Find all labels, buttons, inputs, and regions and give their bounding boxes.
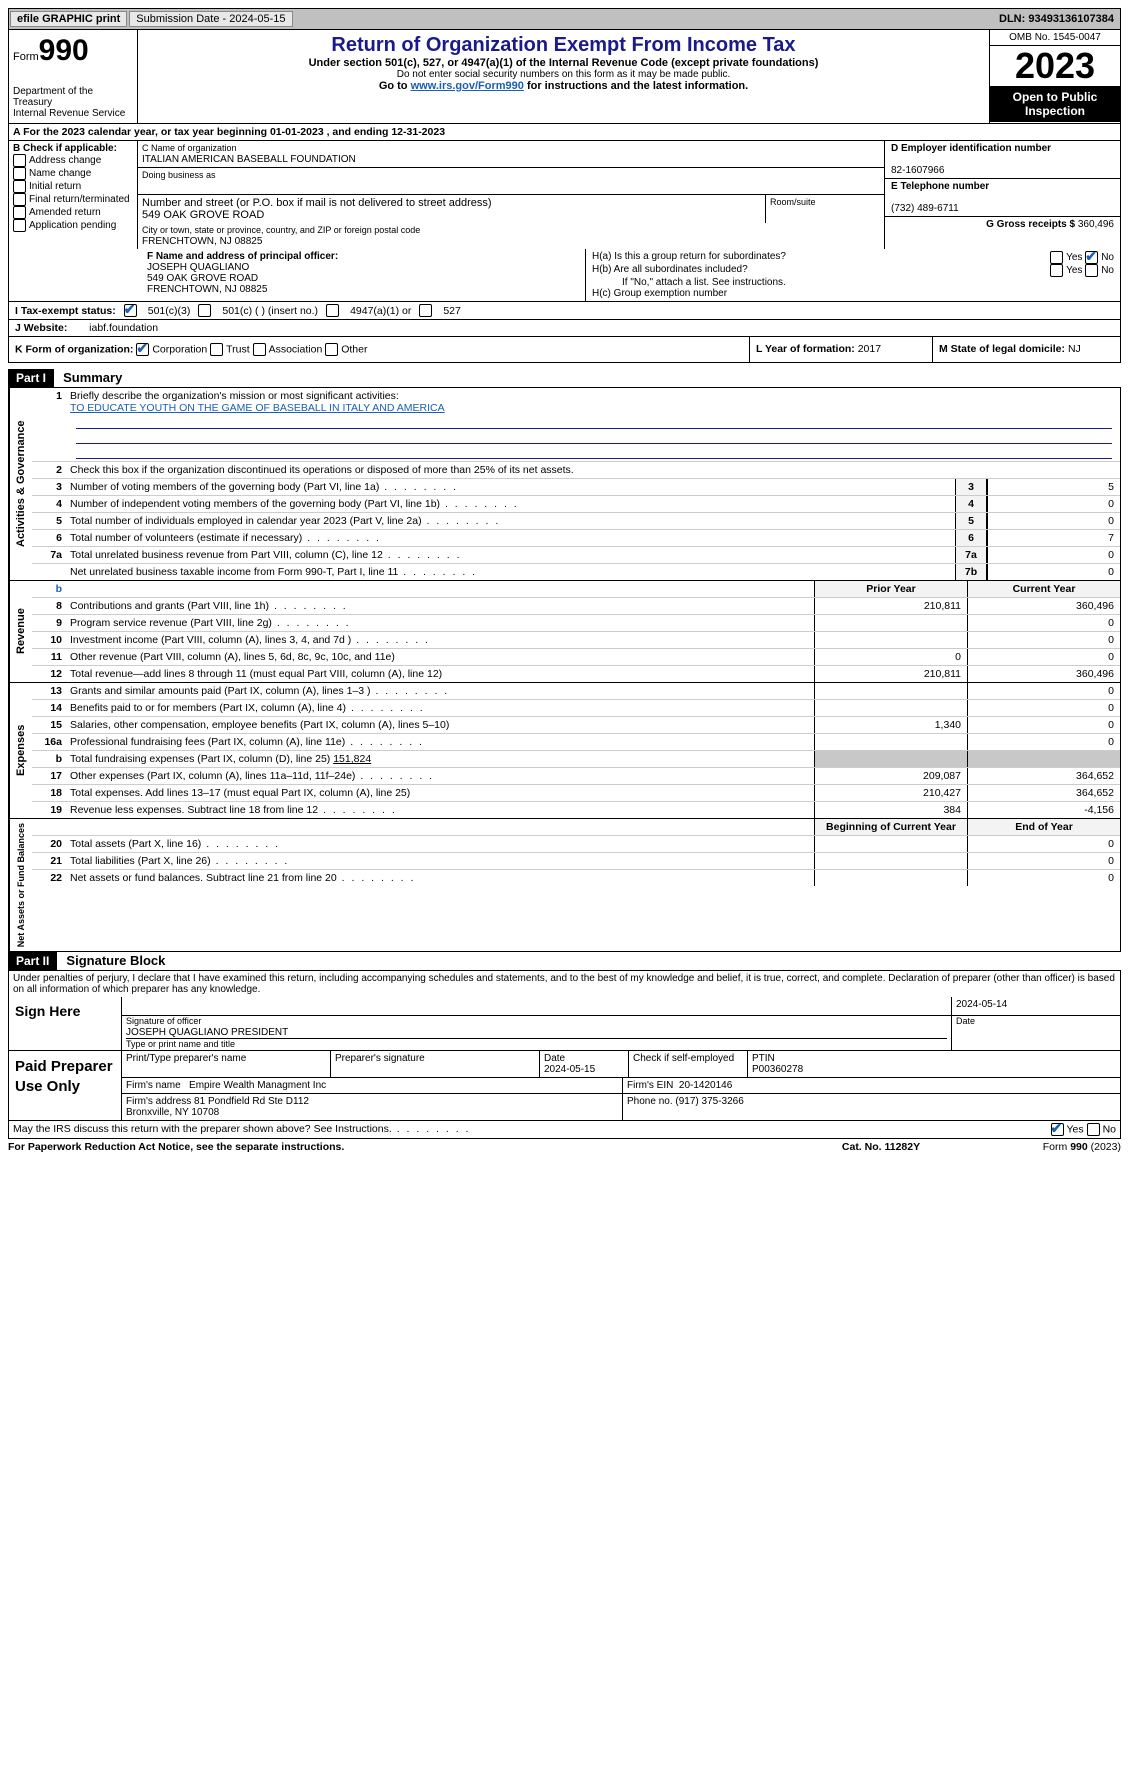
c-city-label: City or town, state or province, country…	[142, 225, 420, 235]
cb-initial-return[interactable]	[13, 180, 26, 193]
cb-501c[interactable]	[198, 304, 211, 317]
room-suite-label: Room/suite	[766, 195, 884, 223]
ha-label: H(a) Is this a group return for subordin…	[592, 251, 1050, 264]
org-city: FRENCHTOWN, NJ 08825	[142, 236, 262, 247]
cb-501c3[interactable]	[124, 304, 137, 317]
may-discuss: May the IRS discuss this return with the…	[8, 1121, 1121, 1139]
part2-header: Part II	[8, 952, 57, 970]
prep-date: 2024-05-15	[544, 1064, 595, 1075]
efile-button[interactable]: efile GRAPHIC print	[10, 11, 127, 27]
f-label: F Name and address of principal officer:	[147, 251, 338, 262]
officer-addr2: FRENCHTOWN, NJ 08825	[147, 284, 267, 295]
hb-note: If "No," attach a list. See instructions…	[592, 277, 1114, 288]
cb-hb-yes[interactable]	[1050, 264, 1063, 277]
ein: 82-1607966	[891, 165, 944, 176]
c-name-label: C Name of organization	[142, 143, 237, 153]
block-bcde: B Check if applicable: Address change Na…	[8, 141, 1121, 249]
ptin: P00360278	[752, 1064, 803, 1075]
cb-amended[interactable]	[13, 206, 26, 219]
officer-name: JOSEPH QUAGLIANO	[147, 262, 249, 273]
form-number: 990	[39, 34, 89, 67]
v7a: 0	[987, 547, 1120, 563]
sign-date: 2024-05-14	[951, 997, 1120, 1016]
form-header: Form990 Department of the Treasury Inter…	[8, 30, 1121, 124]
c-dba-label: Doing business as	[142, 170, 216, 180]
officer-addr1: 549 OAK GROVE ROAD	[147, 273, 258, 284]
state-domicile: NJ	[1068, 343, 1081, 355]
form-subtitle-1: Under section 501(c), 527, or 4947(a)(1)…	[146, 57, 981, 69]
officer-sig-name: JOSEPH QUAGLIANO PRESIDENT	[126, 1027, 288, 1038]
cb-trust[interactable]	[210, 343, 223, 356]
form-subtitle-3: Go to www.irs.gov/Form990 for instructio…	[146, 80, 981, 92]
hb-label: H(b) Are all subordinates included?	[592, 264, 1050, 277]
side-revenue: Revenue	[9, 581, 32, 682]
cb-hb-no[interactable]	[1085, 264, 1098, 277]
phone: (732) 489-6711	[891, 203, 959, 214]
d-ein-label: D Employer identification number	[891, 143, 1051, 154]
cb-4947[interactable]	[326, 304, 339, 317]
row-fgh: F Name and address of principal officer:…	[8, 249, 1121, 302]
side-netassets: Net Assets or Fund Balances	[9, 819, 32, 951]
cb-name-change[interactable]	[13, 167, 26, 180]
omb-number: OMB No. 1545-0047	[990, 30, 1120, 46]
cb-may-yes[interactable]	[1051, 1123, 1064, 1136]
cb-final-return[interactable]	[13, 193, 26, 206]
cb-app-pending[interactable]	[13, 219, 26, 232]
cb-corp[interactable]	[136, 343, 149, 356]
p8: 210,811	[814, 598, 967, 614]
side-activities: Activities & Governance	[9, 388, 32, 580]
c-addr-label: Number and street (or P.O. box if mail i…	[142, 197, 492, 209]
submission-date: Submission Date - 2024-05-15	[129, 11, 292, 27]
form-subtitle-2: Do not enter social security numbers on …	[146, 69, 981, 80]
row-a-tax-year: A For the 2023 calendar year, or tax yea…	[8, 124, 1121, 141]
form-label: Form	[13, 51, 39, 63]
part1-title: Summary	[57, 368, 128, 387]
c8: 360,496	[967, 598, 1120, 614]
v4: 0	[987, 496, 1120, 512]
cb-may-no[interactable]	[1087, 1123, 1100, 1136]
part2-title: Signature Block	[60, 951, 171, 970]
row-i: I Tax-exempt status: 501(c)(3) 501(c) ( …	[8, 302, 1121, 320]
v3: 5	[987, 479, 1120, 495]
tax-year: 2023	[990, 46, 1120, 86]
side-expenses: Expenses	[9, 683, 32, 818]
fundraising-exp: 151,824	[333, 753, 371, 765]
mission: TO EDUCATE YOUTH ON THE GAME OF BASEBALL…	[70, 402, 445, 414]
firm-phone: (917) 375-3266	[675, 1096, 743, 1107]
firm-name: Empire Wealth Managment Inc	[189, 1080, 326, 1091]
org-name: ITALIAN AMERICAN BASEBALL FOUNDATION	[142, 154, 356, 165]
topbar: efile GRAPHIC print Submission Date - 20…	[8, 8, 1121, 30]
footer: For Paperwork Reduction Act Notice, see …	[8, 1139, 1121, 1155]
cb-527[interactable]	[419, 304, 432, 317]
v5: 0	[987, 513, 1120, 529]
cb-assoc[interactable]	[253, 343, 266, 356]
form-title: Return of Organization Exempt From Incom…	[146, 34, 981, 57]
b-label: B Check if applicable:	[13, 143, 133, 154]
e-phone-label: E Telephone number	[891, 181, 989, 192]
hc-label: H(c) Group exemption number	[592, 288, 1114, 299]
paid-preparer-label: Paid Preparer Use Only	[9, 1051, 121, 1120]
row-j: J Website: iabf.foundation	[8, 320, 1121, 337]
dln: DLN: 93493136107384	[999, 13, 1120, 25]
sign-here-label: Sign Here	[9, 997, 121, 1050]
dept-label: Department of the Treasury Internal Reve…	[13, 86, 133, 119]
cb-other[interactable]	[325, 343, 338, 356]
cb-ha-no[interactable]	[1085, 251, 1098, 264]
cb-ha-yes[interactable]	[1050, 251, 1063, 264]
part1-header: Part I	[8, 369, 54, 387]
declaration: Under penalties of perjury, I declare th…	[8, 970, 1121, 997]
v7b: 0	[987, 564, 1120, 580]
irs-link[interactable]: www.irs.gov/Form990	[411, 80, 524, 92]
org-street: 549 OAK GROVE ROAD	[142, 209, 264, 221]
row-klm: K Form of organization: Corporation Trus…	[8, 337, 1121, 363]
cb-address-change[interactable]	[13, 154, 26, 167]
g-gross-label: G Gross receipts $	[986, 219, 1075, 230]
website: iabf.foundation	[89, 322, 158, 334]
v6: 7	[987, 530, 1120, 546]
open-inspection: Open to Public Inspection	[990, 86, 1120, 122]
gross-receipts: 360,496	[1078, 219, 1114, 230]
year-formation: 2017	[858, 343, 881, 355]
firm-ein: 20-1420146	[679, 1080, 732, 1091]
